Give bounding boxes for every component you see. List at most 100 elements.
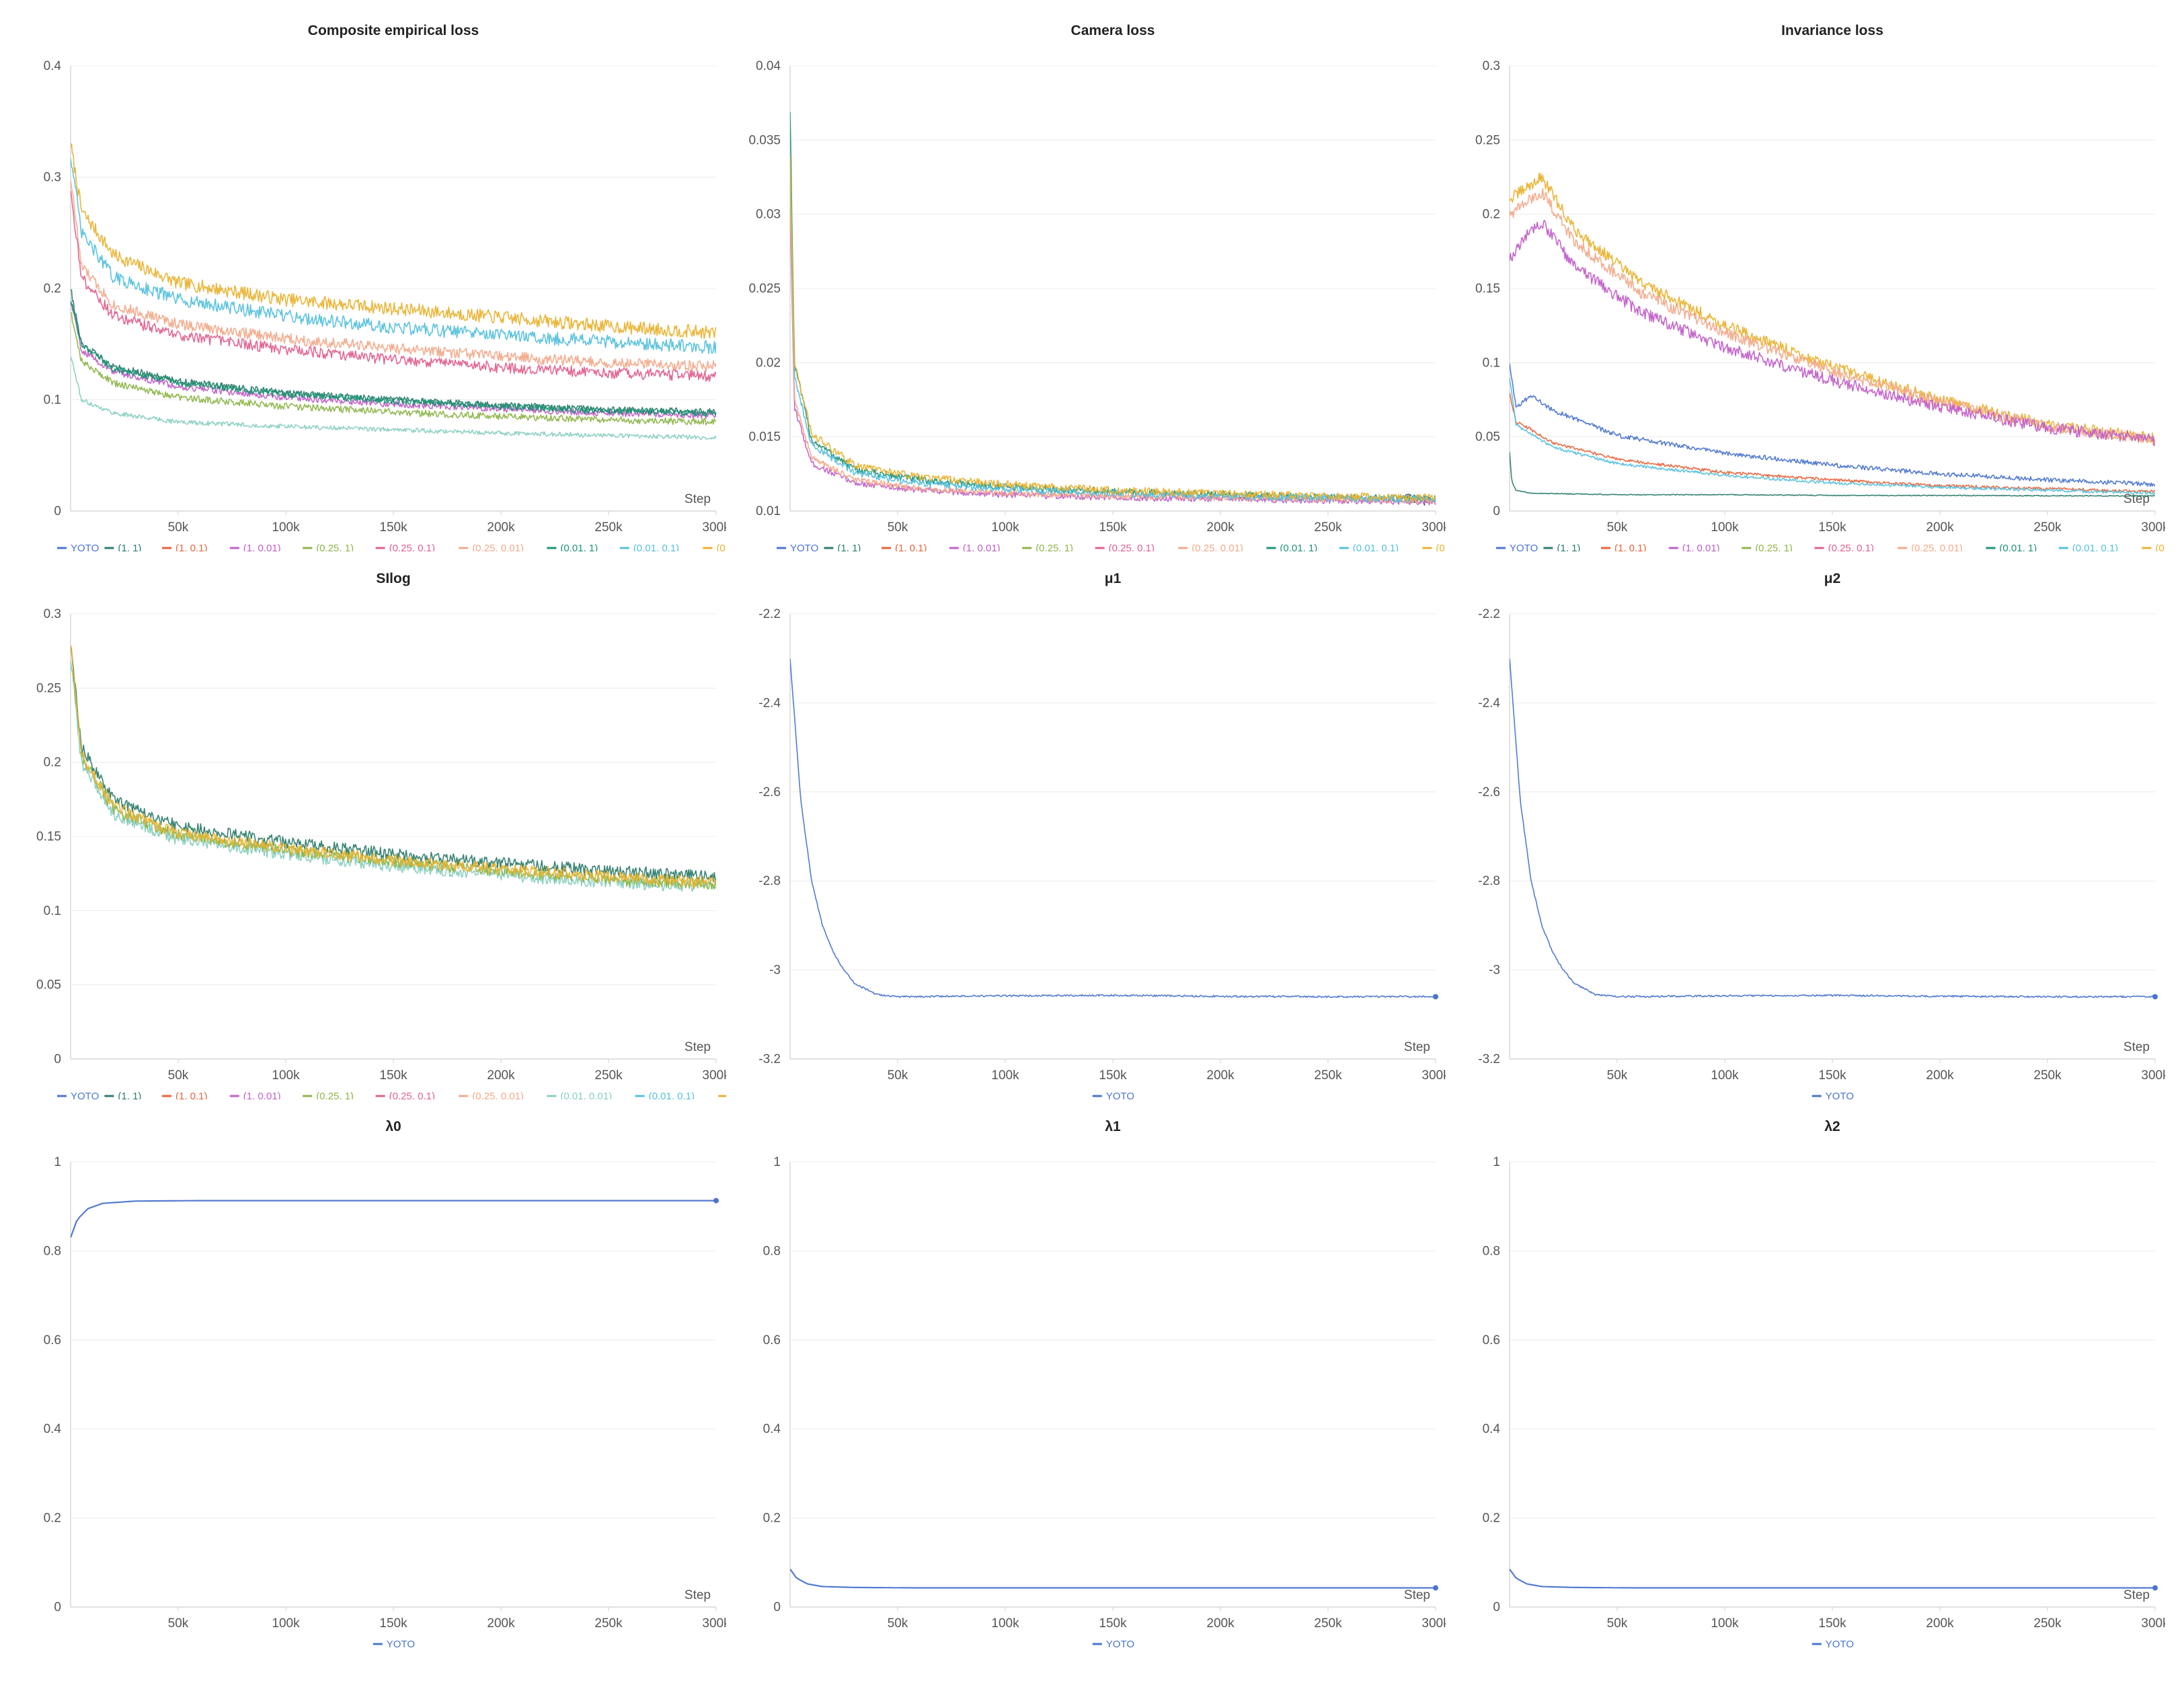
legend-label: (0.01, 0.01): [716, 543, 726, 551]
x-tick-label: 200k: [1206, 1068, 1235, 1083]
legend-item-0-01-1[interactable]: (0.01, 1): [547, 543, 598, 551]
legend: YOTO (1, 1) (1, 0.1) (1, 0.01) (0.25, 1) (0.2…: [777, 543, 1446, 551]
legend-label: (1, 1): [1557, 543, 1580, 551]
legend-label: (1, 0.1): [1614, 543, 1647, 551]
x-tick-label: 50k: [888, 1068, 908, 1083]
legend-item-0-25-0-1[interactable]: (0.25, 0.1): [1095, 543, 1155, 551]
legend-item-0-01-0-01[interactable]: (0.01, 0.01): [2142, 543, 2165, 551]
x-tick-label: 300k: [2141, 1616, 2165, 1631]
y-tick-label: 0.6: [1483, 1333, 1500, 1347]
legend-item-yoto[interactable]: YOTO: [1092, 1091, 1134, 1099]
x-tick-label: 250k: [2033, 520, 2062, 535]
legend-label: (0.01, 0.01): [560, 1091, 612, 1099]
legend-item-1-1[interactable]: (1, 1): [1543, 543, 1580, 551]
legend-item-0-25-1[interactable]: (0.25, 1): [1742, 543, 1793, 551]
legend-item-1-0-1[interactable]: (1, 0.1): [882, 543, 927, 551]
legend-item-1-0-1[interactable]: (1, 0.1): [1601, 543, 1647, 551]
y-tick-label: 0.8: [763, 1244, 781, 1258]
x-axis-label: Step: [685, 1588, 711, 1602]
y-tick-label: 0.4: [44, 1422, 62, 1436]
legend-item-1-0-01[interactable]: (1, 0.01): [229, 1091, 281, 1099]
chart-svg-2: Camera loss 0.01 0.015 0.02 0.025 0.03 0.035 0.…: [748, 23, 1446, 551]
legend-item-1-1[interactable]: (1, 1): [104, 543, 141, 551]
legend-item-1-0-01[interactable]: (1, 0.01): [229, 543, 281, 551]
legend-item-yoto[interactable]: YOTO: [777, 543, 818, 551]
y-tick-label: 0.025: [748, 282, 781, 296]
x-tick-label: 150k: [379, 1068, 407, 1083]
x-tick-label: 200k: [1926, 1068, 1954, 1083]
legend-label: YOTO: [1826, 1091, 1854, 1099]
legend-item-0-01-0-01[interactable]: (0.01, 0.01): [718, 1091, 726, 1099]
x-tick-label: 150k: [1818, 520, 1846, 535]
legend-item-0-01-1[interactable]: (0.01, 1): [1986, 543, 2037, 551]
legend-label: (0.01, 0.1): [1353, 543, 1399, 551]
legend-item-yoto[interactable]: YOTO: [1811, 1639, 1854, 1647]
legend-item-0-01-0-01[interactable]: (0.01, 0.01): [703, 543, 726, 551]
legend: YOTO: [1811, 1091, 1854, 1099]
x-tick-label: 150k: [1099, 1068, 1127, 1083]
x-tick-label: 100k: [991, 1616, 1019, 1631]
legend-item-0-25-0-1[interactable]: (0.25, 0.1): [1814, 543, 1874, 551]
x-tick-label: 100k: [272, 520, 300, 535]
chart-panel-8: λ100.20.40.60.8150k100k150k200k250k300kS…: [726, 1109, 1446, 1647]
x-tick-label: 300k: [1421, 1616, 1446, 1631]
x-tick-label: 250k: [1314, 1616, 1342, 1631]
x-tick-label: 300k: [1421, 520, 1446, 535]
legend-item-1-0-01[interactable]: (1, 0.01): [1668, 543, 1720, 551]
x-tick-label: 300k: [702, 520, 726, 535]
chart-panel-1: Composite empirical loss 0 0.1 0.2 0.3 0.4 50k…: [7, 13, 726, 551]
legend-item-0-01-0-1[interactable]: (0.01, 0.1): [2058, 543, 2118, 551]
y-tick-label: 0.2: [763, 1512, 781, 1526]
legend-item-0-01-0-1[interactable]: (0.01, 0.1): [635, 1091, 695, 1099]
legend-item-1-1[interactable]: (1, 1): [104, 1091, 141, 1099]
legend-item-0-01-0-1[interactable]: (0.01, 0.1): [619, 543, 679, 551]
legend-item-1-0-01[interactable]: (1, 0.01): [949, 543, 1001, 551]
x-axis-label: Step: [1404, 1588, 1430, 1602]
y-tick-label: 0.8: [44, 1244, 61, 1258]
x-tick-label: 100k: [991, 520, 1019, 535]
y-tick-label: 0.3: [44, 171, 61, 185]
legend-item-0-25-0-01[interactable]: (0.25, 0.01): [1898, 543, 1963, 551]
legend-item-1-0-1[interactable]: (1, 0.1): [162, 543, 208, 551]
legend-item-0-25-1[interactable]: (0.25, 1): [1022, 543, 1073, 551]
y-tick-label: 0.035: [748, 133, 781, 147]
legend-item-0-25-0-01[interactable]: (0.25, 0.01): [459, 543, 524, 551]
legend-label: YOTO: [71, 543, 99, 551]
x-tick-label: 250k: [594, 1616, 623, 1631]
legend-item-yoto[interactable]: YOTO: [1092, 1639, 1134, 1647]
legend-item-0-01-0-1[interactable]: (0.01, 0.1): [1339, 543, 1399, 551]
legend-item-0-25-1[interactable]: (0.25, 1): [303, 1091, 354, 1099]
series-line-0-01-0-01: [71, 645, 716, 888]
legend-item-0-01-1[interactable]: (0.01, 1): [1266, 543, 1317, 551]
legend-item-0-01-0-01[interactable]: (0.01, 0.01): [1422, 543, 1446, 551]
y-tick-label: 0.03: [756, 208, 781, 222]
legend-item-yoto[interactable]: YOTO: [1811, 1091, 1854, 1099]
y-tick-label: 0.4: [1483, 1422, 1501, 1436]
legend-item-0-25-0-1[interactable]: (0.25, 0.1): [375, 543, 435, 551]
legend-label: (1, 1): [118, 543, 141, 551]
legend-item-0-25-0-01[interactable]: (0.25, 0.01): [459, 1091, 524, 1099]
x-axis-label: Step: [685, 1040, 711, 1054]
y-tick-label: -2.6: [758, 785, 781, 799]
legend-item-0-25-1[interactable]: (0.25, 1): [303, 543, 354, 551]
y-tick-label: 0.3: [44, 607, 61, 621]
legend-item-0-25-0-01[interactable]: (0.25, 0.01): [1178, 543, 1243, 551]
y-tick-label: 0.1: [44, 393, 61, 407]
y-tick-label: 0: [1493, 1600, 1500, 1614]
legend-item-1-0-1[interactable]: (1, 0.1): [162, 1091, 208, 1099]
legend-item-1-1[interactable]: (1, 1): [824, 543, 861, 551]
y-tick-label: 0.05: [1475, 430, 1500, 444]
legend-item-0-25-0-1[interactable]: (0.25, 0.1): [375, 1091, 435, 1099]
x-tick-label: 100k: [991, 1068, 1019, 1083]
legend-item-yoto[interactable]: YOTO: [57, 543, 99, 551]
y-tick-label: 0.6: [44, 1333, 61, 1347]
chart-title: Camera loss: [1071, 23, 1155, 38]
legend-item-yoto[interactable]: YOTO: [57, 1091, 99, 1099]
x-tick-label: 50k: [1607, 1068, 1628, 1083]
legend-item-yoto[interactable]: YOTO: [373, 1639, 415, 1647]
series-line-1-0-1: [1510, 393, 2155, 494]
legend-item-yoto[interactable]: YOTO: [1496, 543, 1538, 551]
legend-item-0-01-0-01[interactable]: (0.01, 0.01): [547, 1091, 612, 1099]
legend-label: YOTO: [1510, 543, 1538, 551]
y-tick-label: 0.3: [1483, 59, 1500, 73]
